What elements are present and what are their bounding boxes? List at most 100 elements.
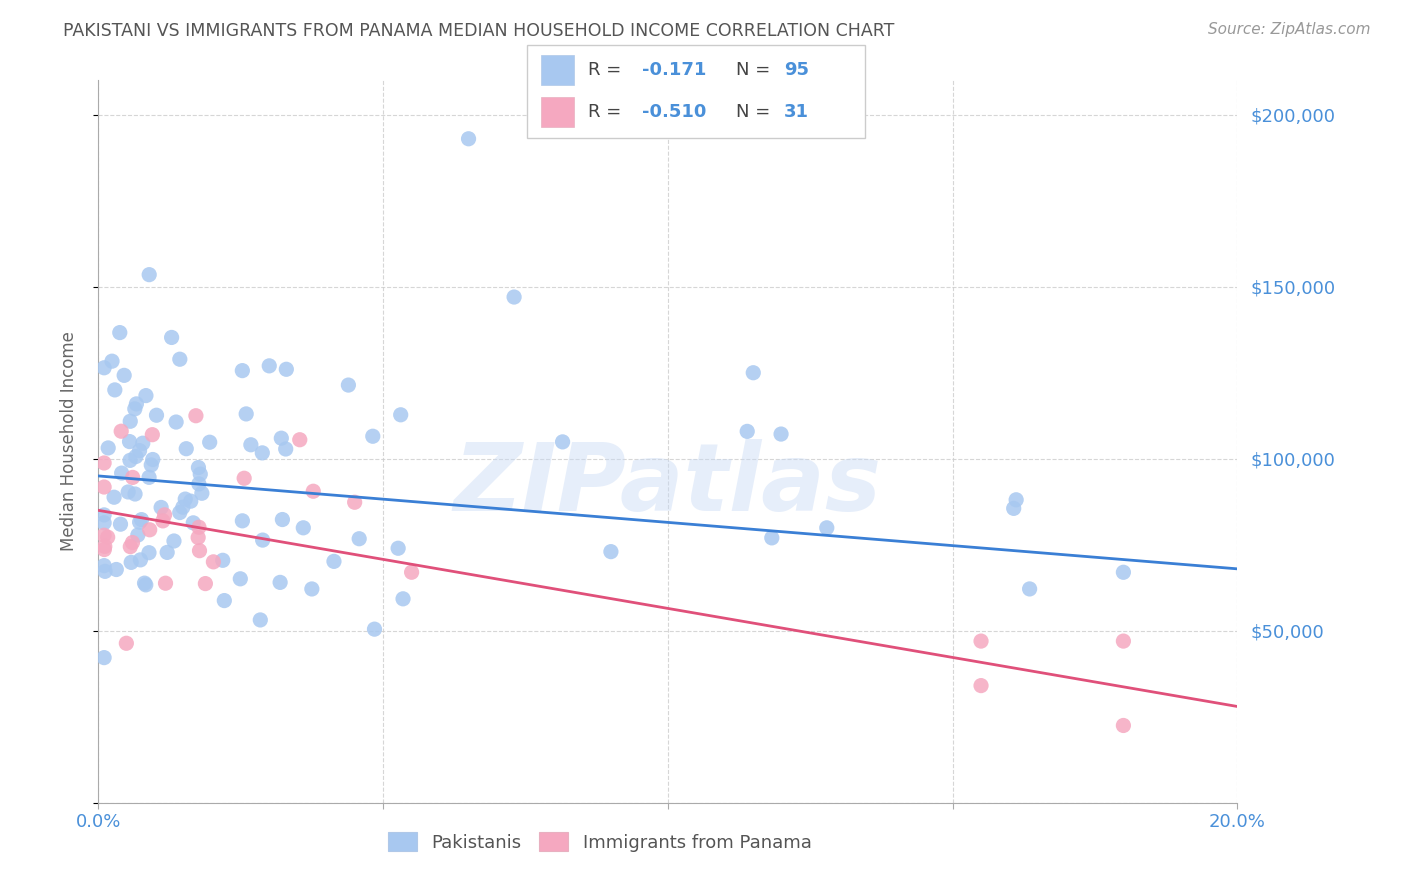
Point — [93, 360, 115, 375]
Point — [180, 494, 202, 508]
Point — [93, 456, 115, 470]
Point — [1112, 566, 1135, 580]
Point — [127, 528, 149, 542]
Point — [110, 517, 132, 532]
Point — [276, 362, 298, 376]
Point — [1112, 634, 1135, 648]
Point — [302, 484, 325, 499]
Point — [1002, 501, 1025, 516]
Point — [735, 425, 758, 439]
Point — [112, 368, 135, 383]
Point — [105, 562, 128, 576]
Point — [271, 512, 294, 526]
Point — [141, 427, 163, 442]
Point — [551, 434, 574, 449]
Point — [152, 514, 174, 528]
Text: 95: 95 — [783, 61, 808, 78]
Point — [153, 508, 176, 522]
Point — [252, 533, 274, 547]
Point — [121, 535, 143, 549]
Point — [211, 553, 233, 567]
Point — [111, 466, 134, 480]
Text: R =: R = — [588, 61, 627, 78]
Point — [120, 555, 142, 569]
Point — [187, 460, 209, 475]
Point — [94, 565, 117, 579]
Point — [138, 523, 160, 537]
Point — [600, 544, 623, 558]
Text: N =: N = — [737, 103, 776, 121]
Point — [108, 326, 131, 340]
Point — [1005, 492, 1028, 507]
Point — [125, 397, 148, 411]
Point — [363, 622, 385, 636]
Point — [124, 401, 146, 416]
Point — [742, 366, 765, 380]
Point — [145, 409, 167, 423]
Point — [93, 480, 115, 494]
Point — [239, 438, 262, 452]
Point — [184, 409, 207, 423]
Point — [188, 543, 211, 558]
Point — [134, 576, 156, 591]
Point — [174, 442, 197, 456]
Point — [361, 429, 384, 443]
Point — [142, 452, 165, 467]
Point — [118, 434, 141, 449]
Point — [138, 268, 160, 282]
Point — [181, 516, 204, 530]
Point — [187, 476, 209, 491]
Point — [135, 578, 157, 592]
Point — [292, 521, 315, 535]
Point — [214, 593, 236, 607]
Point — [125, 450, 148, 464]
Point — [235, 407, 257, 421]
Point — [169, 352, 191, 367]
Point — [121, 470, 143, 484]
Point — [129, 553, 152, 567]
Point — [274, 442, 297, 456]
Point — [150, 500, 173, 515]
Point — [231, 514, 253, 528]
Point — [191, 486, 214, 500]
Point — [132, 436, 155, 450]
Point — [1018, 582, 1040, 596]
Point — [120, 414, 142, 428]
Point — [138, 546, 160, 560]
Point — [103, 490, 125, 504]
Point — [135, 388, 157, 402]
Point — [97, 441, 120, 455]
Point — [163, 533, 186, 548]
Point — [188, 520, 211, 534]
Point — [93, 650, 115, 665]
Point — [131, 513, 153, 527]
Point — [770, 427, 793, 442]
Point — [347, 532, 370, 546]
Point — [259, 359, 281, 373]
Text: Source: ZipAtlas.com: Source: ZipAtlas.com — [1208, 22, 1371, 37]
Point — [120, 540, 142, 554]
Point — [288, 433, 311, 447]
Point — [138, 470, 160, 484]
Point — [104, 383, 127, 397]
Text: R =: R = — [588, 103, 627, 121]
Point — [156, 545, 179, 559]
Point — [270, 431, 292, 445]
Point — [301, 582, 323, 596]
Point — [93, 558, 115, 573]
Point — [128, 515, 150, 529]
Point — [94, 540, 117, 554]
Point — [141, 458, 163, 472]
Point — [392, 591, 415, 606]
Point — [198, 435, 221, 450]
Point — [101, 354, 124, 368]
Point — [97, 530, 120, 544]
Point — [815, 521, 838, 535]
Point — [229, 572, 252, 586]
Point — [970, 634, 993, 648]
Point — [387, 541, 409, 556]
Point — [188, 467, 211, 482]
Point — [233, 471, 256, 485]
Text: N =: N = — [737, 61, 776, 78]
Point — [323, 554, 346, 568]
